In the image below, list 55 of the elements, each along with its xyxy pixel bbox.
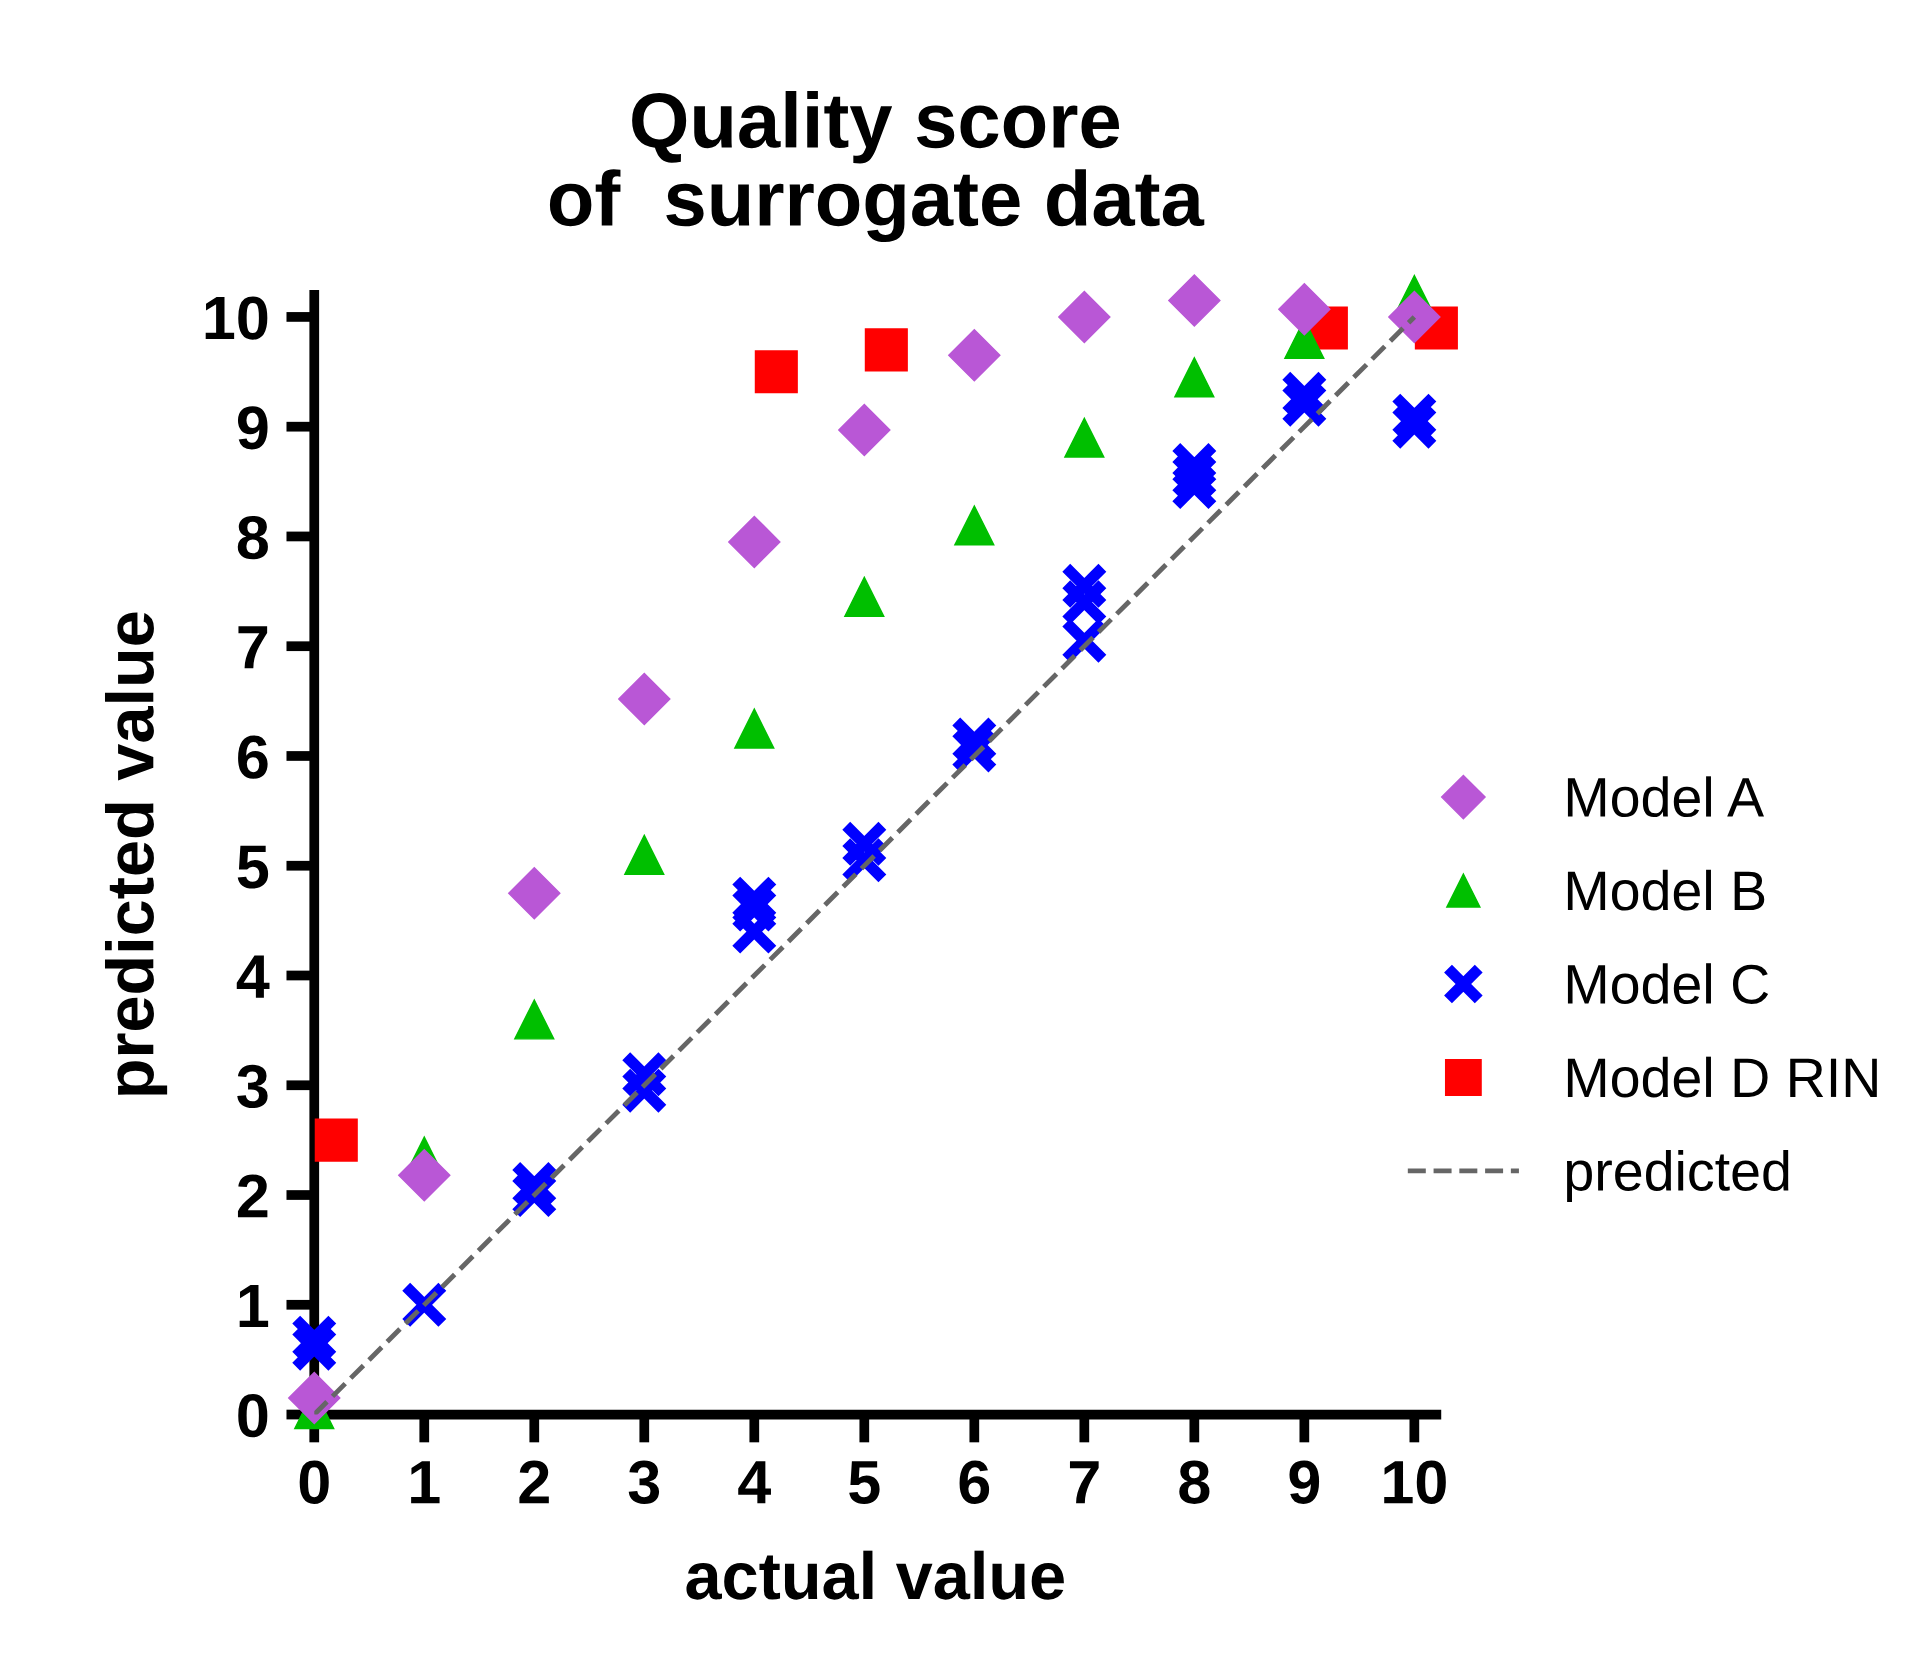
point bbox=[618, 672, 671, 726]
point bbox=[840, 836, 888, 884]
point bbox=[1168, 274, 1221, 327]
point bbox=[620, 1050, 668, 1098]
point bbox=[1064, 417, 1105, 458]
point bbox=[734, 708, 775, 749]
legend-label: Model B bbox=[1567, 869, 1765, 911]
x-tick-label: 2 bbox=[519, 1460, 549, 1504]
point bbox=[1058, 290, 1111, 344]
chart-title: Quality score of surrogate data bbox=[549, 91, 1205, 243]
y-tick-label: 5 bbox=[237, 845, 269, 889]
y-tick-label: 10 bbox=[205, 296, 268, 340]
point bbox=[314, 1118, 358, 1162]
y-tick-label: 4 bbox=[236, 955, 270, 998]
point bbox=[508, 866, 561, 920]
y-tick-label: 8 bbox=[237, 515, 268, 560]
legend-label: Model C bbox=[1567, 963, 1769, 1005]
point bbox=[1278, 283, 1331, 336]
x-tick-label: 0 bbox=[299, 1460, 329, 1504]
point bbox=[838, 403, 891, 457]
point bbox=[1174, 357, 1215, 398]
y-axis-title: predicted value bbox=[104, 612, 168, 1095]
point bbox=[864, 328, 908, 372]
point bbox=[844, 576, 885, 617]
x-axis-title: actual value bbox=[686, 1550, 1064, 1600]
y-tick-label: 9 bbox=[237, 406, 268, 450]
point bbox=[1388, 290, 1441, 344]
x-tick-label: 7 bbox=[1069, 1461, 1099, 1504]
point bbox=[620, 1067, 668, 1115]
y-tick-label: 0 bbox=[238, 1394, 268, 1438]
point bbox=[624, 834, 665, 875]
x-tick-label: 8 bbox=[1179, 1460, 1210, 1504]
y-tick-label: 2 bbox=[237, 1174, 268, 1218]
x-tick-label: 9 bbox=[1289, 1460, 1320, 1504]
point bbox=[514, 999, 555, 1040]
y-tick-label: 7 bbox=[238, 626, 268, 669]
x-tick-label: 4 bbox=[738, 1461, 771, 1504]
point bbox=[728, 515, 781, 569]
x-tick-label: 3 bbox=[628, 1460, 660, 1504]
x-tick-label: 1 bbox=[411, 1461, 440, 1504]
x-tick-label: 5 bbox=[849, 1461, 880, 1504]
point bbox=[1060, 562, 1108, 610]
point bbox=[954, 505, 995, 546]
point bbox=[840, 820, 888, 868]
y-tick-label: 1 bbox=[239, 1284, 269, 1327]
x-tick-label: 6 bbox=[959, 1460, 990, 1504]
legend-label: Model A bbox=[1567, 776, 1765, 818]
legend-label: Model D RIN bbox=[1567, 1056, 1877, 1098]
x-tick-label: 10 bbox=[1384, 1460, 1446, 1504]
legend-label: predicted bbox=[1566, 1150, 1789, 1202]
y-tick-label: 6 bbox=[238, 735, 268, 779]
point bbox=[754, 350, 798, 394]
point bbox=[398, 1149, 451, 1202]
point bbox=[948, 329, 1001, 382]
y-tick-label: 3 bbox=[237, 1064, 268, 1109]
